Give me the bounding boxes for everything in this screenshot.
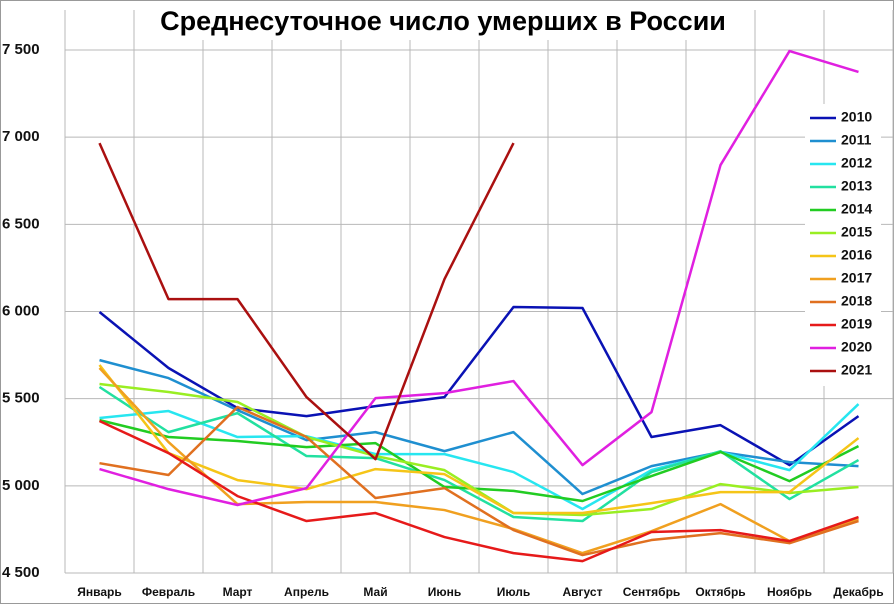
x-tick-label: Сентябрь bbox=[623, 585, 681, 599]
title-bg bbox=[152, 4, 734, 40]
y-tick-label: 5 000 bbox=[2, 477, 40, 494]
legend-bg bbox=[805, 104, 881, 386]
y-tick-label: 5 500 bbox=[2, 390, 40, 407]
legend-label: 2021 bbox=[841, 362, 872, 378]
x-tick-label: Июль bbox=[497, 585, 531, 599]
legend-label: 2010 bbox=[841, 109, 872, 125]
y-tick-label: 6 500 bbox=[2, 215, 40, 232]
legend-label: 2015 bbox=[841, 224, 872, 240]
legend-label: 2019 bbox=[841, 316, 872, 332]
legend-label: 2018 bbox=[841, 293, 872, 309]
series-line bbox=[98, 364, 860, 515]
series-line bbox=[99, 49, 859, 507]
x-tick-label: Апрель bbox=[284, 585, 329, 599]
x-tick-label: Декабрь bbox=[833, 585, 883, 599]
x-tick-label: Май bbox=[363, 585, 387, 599]
legend: 2010 2011 2012 2013 2014 2015 2016 2017 2018 2019… bbox=[810, 109, 872, 378]
y-tick-label: 4 500 bbox=[2, 564, 40, 581]
series-line bbox=[98, 385, 860, 523]
x-tick-label: Август bbox=[563, 585, 603, 599]
grid: 4 500 5 000 5 500 6 000 6 500 7 000 7 500 Январ… bbox=[2, 10, 894, 599]
series-line bbox=[98, 367, 859, 555]
x-tick-label: Март bbox=[223, 585, 253, 599]
y-tick-label: 7 000 bbox=[2, 128, 40, 145]
lines bbox=[98, 49, 860, 563]
y-tick-label: 7 500 bbox=[2, 41, 40, 58]
x-tick-label: Октябрь bbox=[695, 585, 745, 599]
series-line bbox=[99, 418, 860, 503]
series-line bbox=[99, 358, 859, 496]
chart-title: Среднесуточное число умерших в России bbox=[160, 6, 726, 36]
legend-label: 2016 bbox=[841, 247, 872, 263]
legend-label: 2014 bbox=[841, 201, 872, 217]
x-tick-label: Ноябрь bbox=[767, 585, 812, 599]
x-tick-label: Февраль bbox=[142, 585, 195, 599]
x-tick-label: Январь bbox=[77, 585, 121, 599]
series-line bbox=[99, 403, 860, 511]
legend-label: 2020 bbox=[841, 339, 872, 355]
series-line bbox=[98, 142, 515, 461]
legend-label: 2012 bbox=[841, 155, 872, 171]
series-line bbox=[99, 382, 859, 517]
y-tick-label: 6 000 bbox=[2, 302, 40, 319]
x-tick-label: Июнь bbox=[428, 585, 462, 599]
legend-label: 2013 bbox=[841, 178, 872, 194]
legend-label: 2011 bbox=[841, 132, 872, 148]
series-line bbox=[99, 405, 859, 557]
series-line bbox=[98, 419, 859, 563]
legend-label: 2017 bbox=[841, 270, 872, 286]
